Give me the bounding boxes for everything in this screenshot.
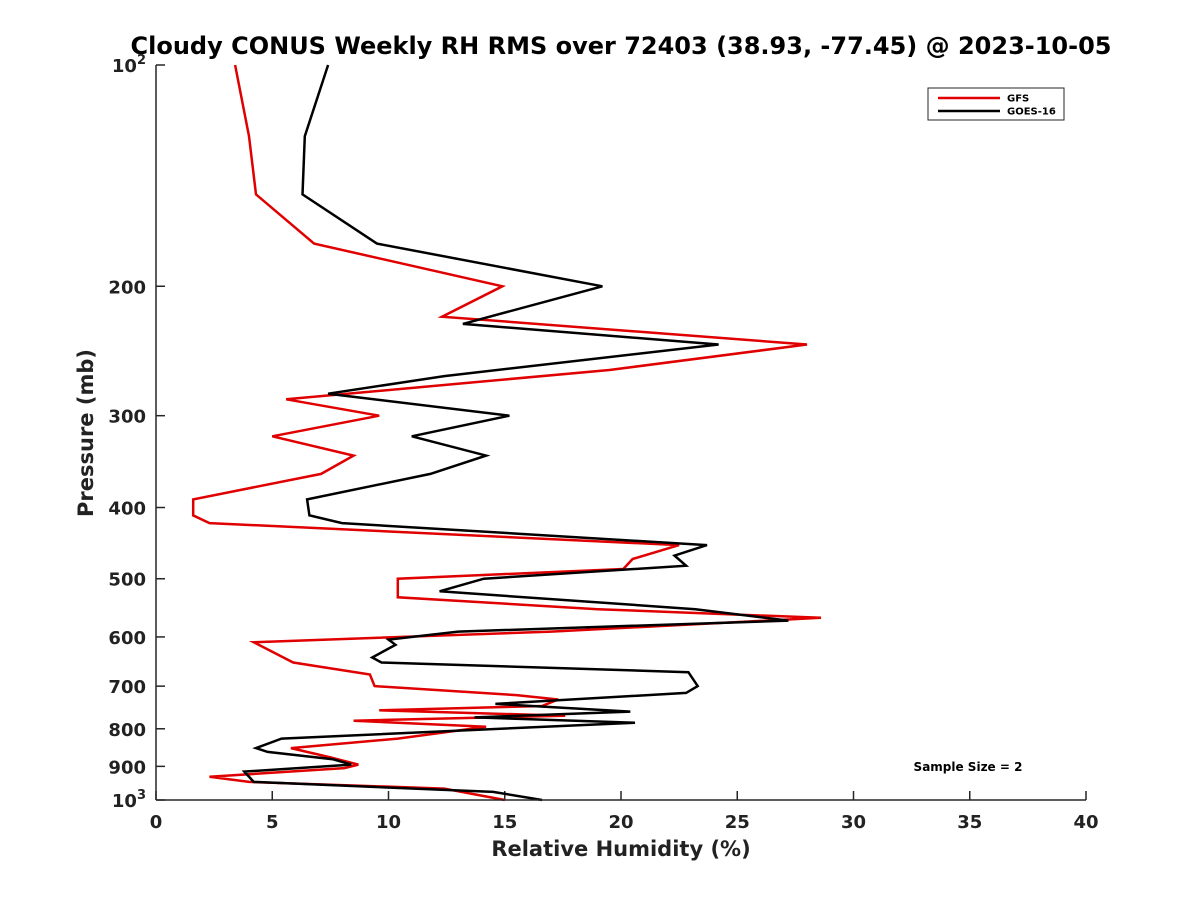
legend-label-gfs: GFS — [1007, 94, 1029, 105]
y-tick-label: 800 — [108, 720, 146, 741]
y-tick-label: 102 — [112, 53, 146, 77]
y-tick-label: 300 — [108, 407, 146, 428]
series-line-goes16 — [241, 64, 789, 802]
y-tick-label: 200 — [108, 277, 146, 298]
y-tick-label: 600 — [108, 628, 146, 649]
x-tick-label: 20 — [608, 812, 633, 833]
y-tick-label: 400 — [108, 499, 146, 520]
y-axis-ticks: 102 200 300 400 500 600 700 800 900 103 — [108, 53, 165, 812]
legend-label-goes16: GOES-16 — [1007, 107, 1056, 118]
x-tick-label: 30 — [841, 812, 866, 833]
x-tick-label: 15 — [492, 812, 517, 833]
x-tick-label: 40 — [1073, 812, 1098, 833]
y-tick-label: 500 — [108, 570, 146, 591]
y-tick-label: 700 — [108, 677, 146, 698]
x-axis-ticks: 0 5 10 15 20 25 30 35 40 — [150, 791, 1099, 833]
series-line-gfs — [191, 64, 822, 802]
x-tick-label: 25 — [725, 812, 750, 833]
sample-size-annotation: Sample Size = 2 — [914, 760, 1023, 774]
x-tick-label: 5 — [266, 812, 279, 833]
y-axis-label: Pressure (mb) — [74, 349, 98, 517]
y-tick-label: 900 — [108, 757, 146, 778]
legend-box — [927, 87, 1065, 121]
x-tick-label: 35 — [957, 812, 982, 833]
y-tick-label: 103 — [112, 788, 146, 812]
x-axis-label: Relative Humidity (%) — [491, 837, 750, 861]
legend: GFS GOES-16 — [927, 87, 1065, 121]
x-tick-label: 10 — [376, 812, 401, 833]
x-tick-label: 0 — [150, 812, 163, 833]
series-lines — [191, 64, 822, 802]
chart-title: Cloudy CONUS Weekly RH RMS over 72403 (3… — [131, 32, 1112, 60]
